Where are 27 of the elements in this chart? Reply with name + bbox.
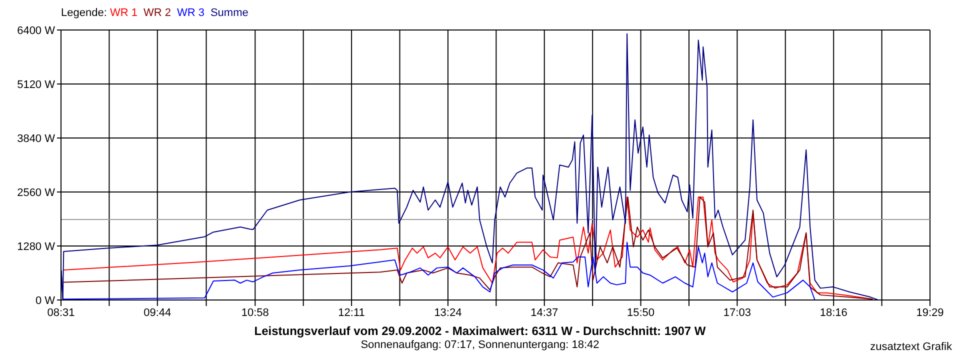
text: WR 1 bbox=[110, 7, 138, 19]
x-tick-label: 09:44 bbox=[144, 306, 172, 319]
x-tick-label: 18:16 bbox=[820, 306, 848, 319]
line-series bbox=[61, 33, 879, 300]
x-tick-label: 13:24 bbox=[434, 306, 462, 319]
text: WR 3 bbox=[176, 7, 204, 19]
y-tick-label: 0 W bbox=[35, 294, 56, 307]
x-tick-label: 19:29 bbox=[916, 306, 944, 319]
y-tick-label: 2560 W bbox=[17, 186, 56, 199]
x-tick-label: 15:50 bbox=[627, 306, 655, 319]
text: Sonnenaufgang: 07:17, Sonnenuntergang: 18:42 bbox=[360, 339, 600, 351]
x-tick-label: 10:58 bbox=[241, 306, 269, 319]
x-tick-label: 14:37 bbox=[530, 306, 558, 319]
x-tick-label: 12:11 bbox=[338, 306, 365, 319]
text: zusatztext Grafik bbox=[870, 341, 952, 353]
text: WR 2 bbox=[143, 7, 171, 19]
line-series bbox=[61, 242, 816, 300]
line-series bbox=[63, 196, 874, 300]
y-tick-label: 6400 W bbox=[17, 24, 56, 37]
y-tick-label: 3840 W bbox=[17, 132, 56, 145]
x-tick-label: 08:31 bbox=[47, 306, 75, 319]
text: Summe bbox=[210, 7, 248, 19]
legend-title: Legende: bbox=[61, 7, 107, 19]
x-tick-label: 17:03 bbox=[723, 306, 751, 319]
text: Leistungsverlauf vom 29.09.2002 - Maximalwert: 6311 W - Durchschnitt: 1907 W bbox=[253, 324, 707, 338]
y-tick-label: 1280 W bbox=[17, 240, 56, 253]
y-tick-label: 5120 W bbox=[17, 78, 56, 91]
